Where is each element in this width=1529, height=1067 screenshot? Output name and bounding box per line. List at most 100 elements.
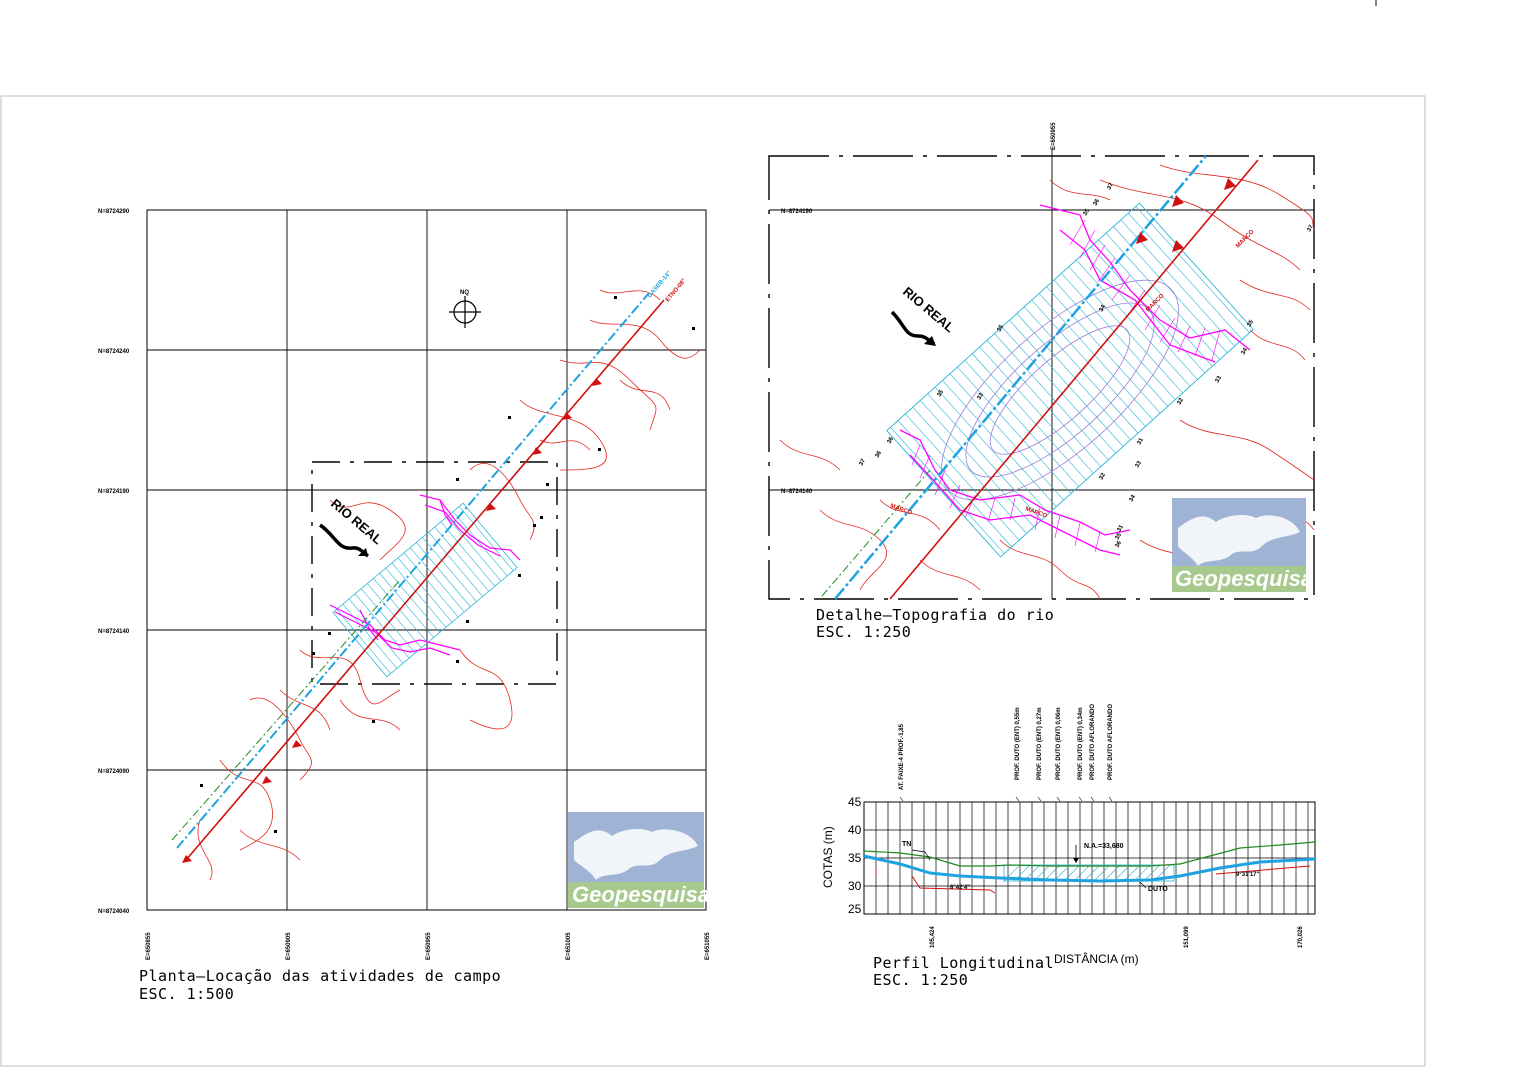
- plan-title: Planta—Locação das atividades de campo: [139, 967, 501, 985]
- profile-scale: ESC. 1:250: [873, 971, 968, 989]
- contour-label: 36: [887, 436, 896, 445]
- contour-label: 35: [997, 324, 1006, 333]
- detail-inner-contours: [941, 279, 1179, 501]
- duto-label: DUTO: [1148, 886, 1168, 893]
- detail-north-label: N=8724190: [781, 209, 813, 215]
- tn-label: TN: [902, 841, 911, 848]
- plan-river-hatch: [332, 502, 518, 678]
- profile-note: PROF. DUTO (ENT) 0,06m: [1056, 707, 1062, 780]
- contour-label: 31: [1117, 524, 1126, 533]
- plan-east-label: E=650855: [146, 932, 152, 960]
- plan-east-label: E=651005: [566, 932, 572, 960]
- plan-east-label: E=651055: [705, 932, 711, 960]
- marco-label: MARCO: [889, 503, 913, 517]
- profile-pipe-line: [863, 854, 1316, 883]
- contour-label: 31: [1137, 437, 1146, 446]
- detail-contours: [779, 164, 1315, 600]
- profile-dimension-marks: [875, 865, 1311, 894]
- plan-north-label: N=8724090: [98, 769, 130, 775]
- profile-y-tick: 25: [848, 902, 862, 916]
- plan-survey-points: [200, 296, 695, 833]
- plan-north-label: N=8724140: [98, 629, 130, 635]
- contour-label: 37: [859, 458, 868, 467]
- detail-north-label: N=8724140: [781, 489, 813, 495]
- na-label: N.A.=33,680: [1084, 843, 1124, 850]
- plan-flow-arrowhead: [358, 548, 368, 556]
- contour-label: 35: [1115, 532, 1124, 541]
- profile-y-tick: 35: [848, 851, 862, 865]
- profile-x-axis-label: DISTÂNCIA (m): [1054, 951, 1139, 966]
- north-arrow-label: NQ: [460, 290, 469, 296]
- contour-label: 35: [1247, 319, 1256, 328]
- detail-river-hatch: [886, 202, 1254, 558]
- plan-north-label: N=8724240: [98, 349, 130, 355]
- contour-label: 36: [875, 450, 884, 459]
- contour-label: 33: [977, 392, 986, 401]
- detail-river-label: RIO REAL: [900, 284, 957, 335]
- angle-right-label: 9°31'17": [1236, 872, 1260, 878]
- plan-grid: [147, 210, 706, 910]
- detail-pipe-green: [821, 469, 931, 597]
- contour-label: 33: [1135, 460, 1144, 469]
- detail-frame: [768, 155, 1315, 600]
- detail-bank-hatch: [911, 219, 1221, 553]
- contour-label: 35: [1083, 208, 1092, 217]
- plan-east-label: E=650905: [286, 932, 292, 960]
- profile-note: PROF. DUTO (ENT) 0,27m: [1037, 707, 1043, 780]
- sheet-border: [0, 95, 1426, 1067]
- detail-scale: ESC. 1:250: [816, 623, 911, 641]
- profile-x-tick: 151,099: [1184, 926, 1190, 948]
- plan-pipe-red: [185, 299, 665, 861]
- plan-north-label: N=8724040: [98, 909, 130, 915]
- plan-logo-text: Geopesquisa: [572, 882, 710, 907]
- detail-pipe-red: [889, 159, 1259, 600]
- profile-y-tick: 40: [848, 823, 862, 837]
- detail-area-box: [311, 461, 558, 685]
- plan-east-label: E=650955: [426, 932, 432, 960]
- profile-note: AT. FAIXE-4 PROF.-1,85: [899, 723, 905, 790]
- profile-note: PROF. DUTO (ENT) 0,55m: [1015, 707, 1021, 780]
- profile-note-ticks: [899, 796, 1113, 802]
- contour-label: 32: [1099, 472, 1108, 481]
- contour-label: 36: [1093, 198, 1102, 207]
- world-map-icon: [1178, 515, 1300, 566]
- na-arrow-icon: [1073, 858, 1079, 863]
- contour-label: 37: [1107, 182, 1116, 191]
- plan-frame: [146, 209, 707, 911]
- detail-east-label: E=650955: [1051, 122, 1057, 150]
- profile-title: Perfil Longitudinal: [873, 954, 1054, 972]
- plan-north-label: N=8724290: [98, 209, 130, 215]
- contour-label: 33: [1215, 375, 1224, 384]
- detail-flow-arrowhead: [924, 336, 936, 346]
- profile-note: PROF. DUTO AFLORANDO: [1090, 704, 1096, 780]
- profile-grid-v: [875, 802, 1309, 914]
- plan-pipe-blue: [176, 292, 650, 849]
- plan-pipe-green: [171, 579, 401, 841]
- contour-label: 34: [1241, 347, 1250, 356]
- profile-note: PROF. DUTO (ENT) 0,34m: [1078, 707, 1084, 780]
- contour-label: 37: [1307, 224, 1316, 233]
- detail-logo-text: Geopesquisa: [1175, 566, 1313, 591]
- duto-leader: [1139, 881, 1147, 889]
- plan-logo: Geopesquisa: [568, 812, 710, 908]
- profile-y-tick: 45: [848, 795, 862, 809]
- detail-markers: [1136, 178, 1236, 252]
- profile-x-tick: 105,424: [930, 926, 936, 948]
- plan-view: N=8724290 N=8724240 N=8724190 N=8724140 …: [98, 209, 711, 1003]
- profile-grid-h: [864, 829, 1315, 887]
- contour-label: 34: [1099, 304, 1108, 313]
- contour-label: 32: [1177, 397, 1186, 406]
- detail-pipe-blue: [834, 155, 1207, 600]
- marco-label: MARCO: [1145, 293, 1166, 314]
- profile-view: TN N.A.=33,680 DUTO 8°42'4" 9°31'17" 45 …: [821, 704, 1316, 989]
- profile-note: PROF. DUTO AFLORANDO: [1108, 704, 1114, 780]
- detail-view: N=8724190 N=8724140 E=650955: [768, 122, 1316, 641]
- contour-label: 36: [1115, 540, 1124, 549]
- plan-north-label: N=8724190: [98, 489, 130, 495]
- tn-leader: [911, 849, 931, 861]
- profile-y-tick: 30: [848, 879, 862, 893]
- angle-left-label: 8°42'4": [950, 885, 970, 891]
- plan-contours: [197, 289, 701, 881]
- contour-label: 34: [1129, 494, 1138, 503]
